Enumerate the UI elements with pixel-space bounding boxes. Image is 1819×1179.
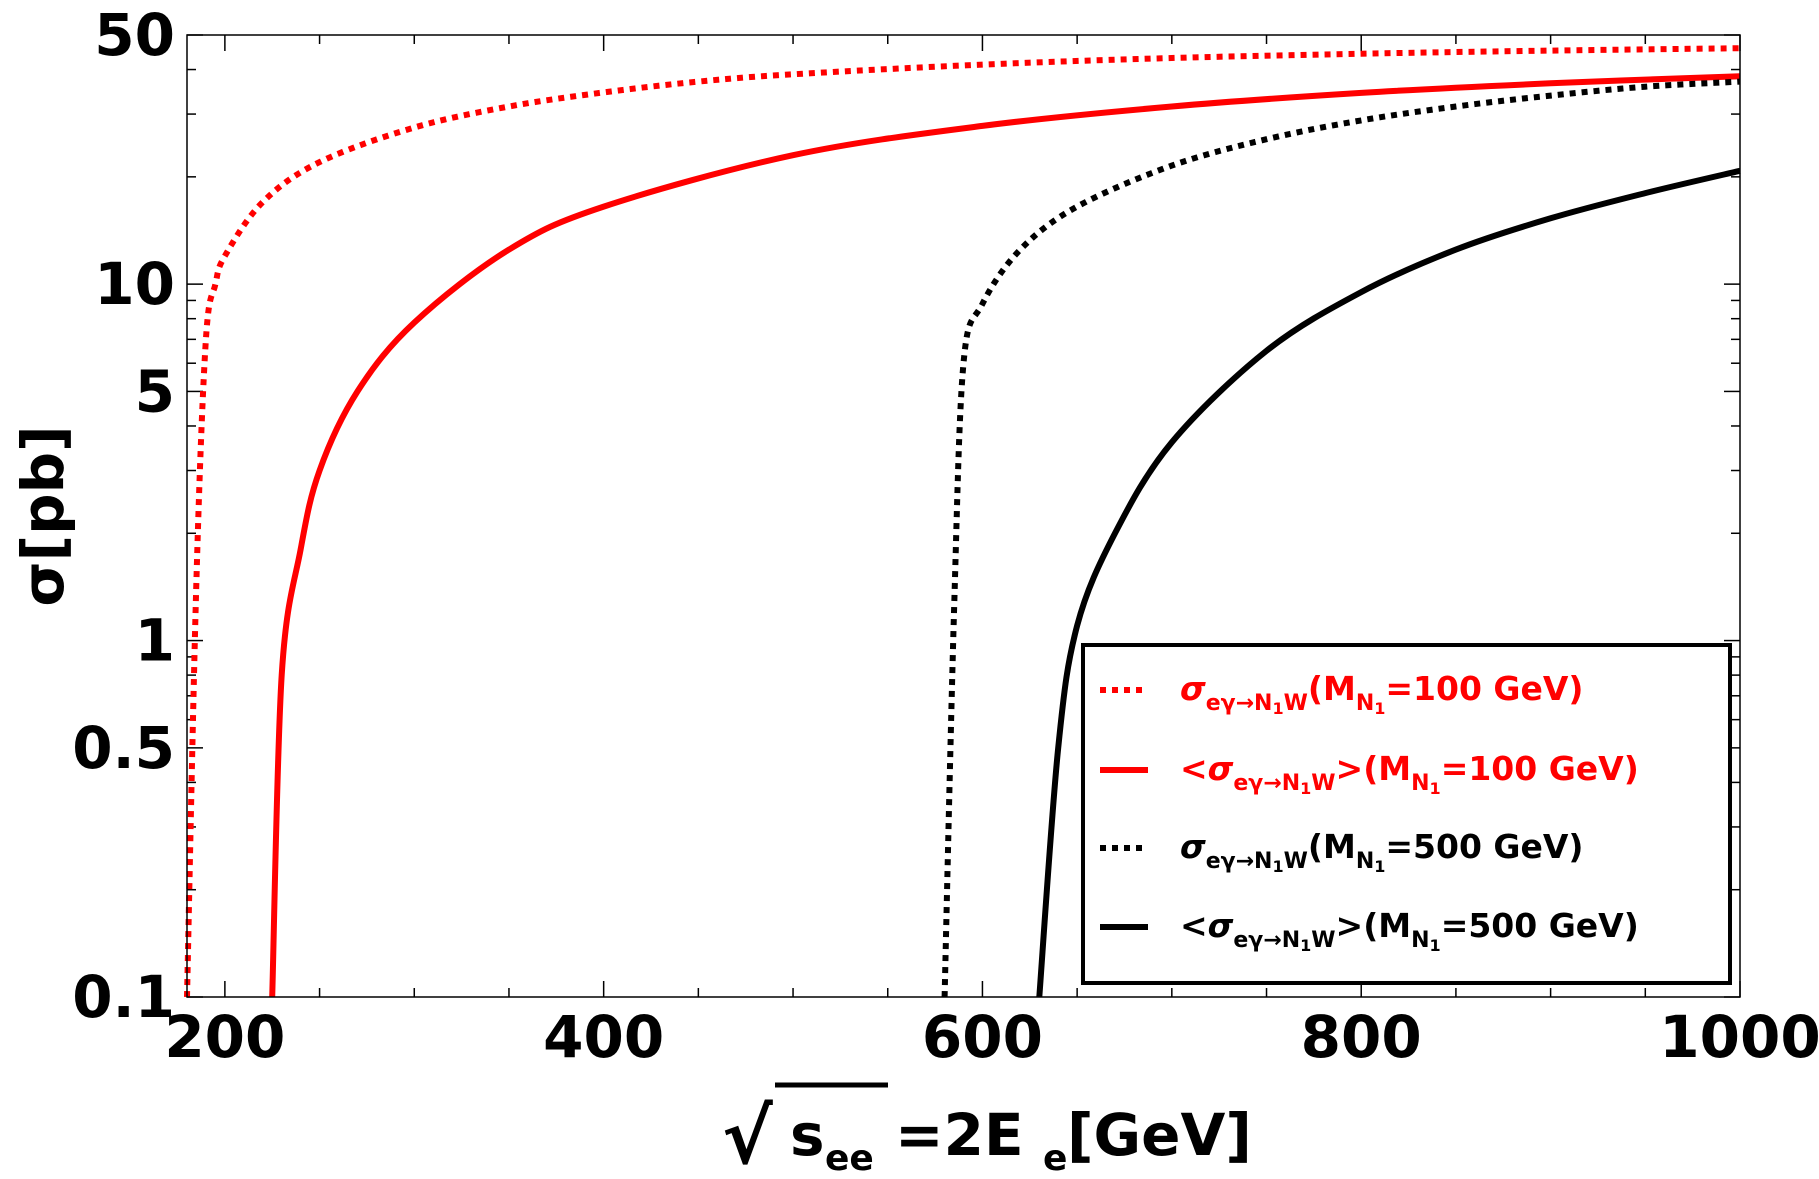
series-layer bbox=[184, 45, 1741, 998]
legend-label: <σeγ→N1W>(MN1=500 GeV) bbox=[1180, 906, 1639, 955]
x-axis-title-rest-sub: e bbox=[1043, 1138, 1067, 1179]
legend-entry: <σeγ→N1W>(MN1=100 GeV) bbox=[1100, 749, 1639, 798]
legend-box bbox=[1081, 643, 1732, 985]
y-tick-label: 10 bbox=[94, 250, 175, 318]
x-tick-label: 200 bbox=[164, 1003, 285, 1071]
x-tick-label: 400 bbox=[543, 1003, 664, 1071]
x-tick-labels: 200 400 600 800 1000 bbox=[164, 1003, 1819, 1071]
plot-frame bbox=[186, 34, 1741, 998]
legend-entry: σeγ→N1W(MN1=100 GeV) bbox=[1100, 669, 1584, 718]
x-axis-title: √ s ee =2E e [GeV] bbox=[722, 1082, 1252, 1179]
y-tick-label: 0.5 bbox=[72, 714, 175, 782]
axis-ticks bbox=[187, 34, 1741, 998]
y-tick-label: 50 bbox=[94, 1, 175, 69]
legend-label: σeγ→N1W(MN1=500 GeV) bbox=[1180, 827, 1584, 876]
y-axis-title: σ[pb] bbox=[9, 425, 77, 606]
legend-entry: <σeγ→N1W>(MN1=500 GeV) bbox=[1100, 906, 1639, 955]
y-tick-label: 5 bbox=[135, 357, 175, 425]
x-tick-label: 1000 bbox=[1659, 1003, 1819, 1071]
x-tick-label: 800 bbox=[1301, 1003, 1422, 1071]
legend-label: <σeγ→N1W>(MN1=100 GeV) bbox=[1180, 749, 1639, 798]
series-line-4 bbox=[1036, 167, 1741, 998]
legend-label: σeγ→N1W(MN1=100 GeV) bbox=[1180, 669, 1584, 718]
y-tick-label: 0.1 bbox=[72, 963, 175, 1031]
series-line-2 bbox=[269, 73, 1741, 998]
x-axis-title-rest: =2E bbox=[895, 1101, 1024, 1169]
y-tick-labels: 0.1 0.5 1 5 10 50 bbox=[72, 1, 175, 1031]
x-axis-title-radicand: s bbox=[790, 1101, 825, 1169]
x-tick-label: 600 bbox=[922, 1003, 1043, 1071]
legend: σeγ→N1W(MN1=100 GeV) <σeγ→N1W>(MN1=100 Ge… bbox=[1081, 643, 1732, 985]
x-axis-title-sqrt-sign: √ bbox=[722, 1092, 773, 1179]
y-tick-label: 1 bbox=[135, 607, 175, 675]
legend-entry: σeγ→N1W(MN1=500 GeV) bbox=[1100, 827, 1584, 876]
series-line-3 bbox=[941, 78, 1741, 998]
x-axis-title-unit: [GeV] bbox=[1067, 1101, 1252, 1169]
x-axis-title-radicand-sub: ee bbox=[825, 1138, 874, 1179]
